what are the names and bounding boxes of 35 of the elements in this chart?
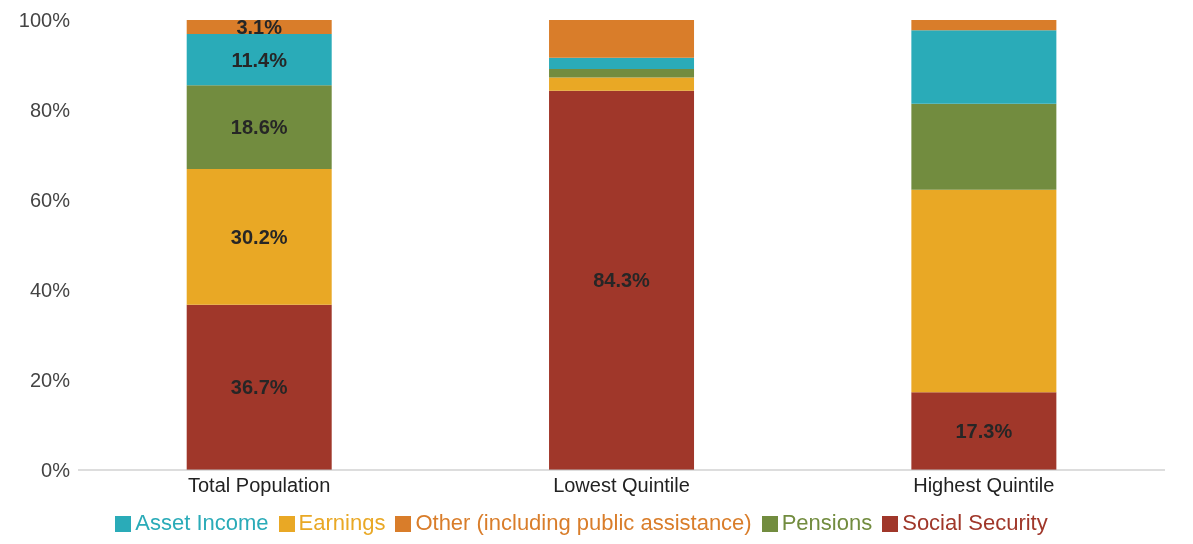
- bar: [549, 90, 695, 470]
- y-tick-label: 100%: [18, 9, 71, 32]
- data-label: 17.3%: [955, 420, 1013, 443]
- y-tick-label: 60%: [29, 189, 71, 212]
- bar: [186, 85, 332, 169]
- y-tick-label: 80%: [29, 99, 71, 122]
- data-label: 18.6%: [230, 116, 288, 139]
- bar: [911, 189, 1057, 393]
- bar: [549, 57, 695, 70]
- x-tick-label: Lowest Quintile: [553, 474, 690, 497]
- data-label: 3.1%: [236, 15, 283, 38]
- bar: [549, 77, 695, 91]
- y-tick-label: 20%: [29, 369, 71, 392]
- legend-label: Earnings: [298, 510, 386, 535]
- x-tick-label: Total Population: [188, 474, 331, 497]
- bar: [186, 168, 332, 305]
- bar: [911, 20, 1057, 31]
- bar: [911, 30, 1057, 104]
- bar: [186, 304, 332, 470]
- bar: [549, 69, 695, 78]
- data-label: 36.7%: [230, 376, 288, 399]
- y-tick-label: 0%: [41, 459, 71, 482]
- bar: [186, 33, 332, 86]
- data-label: 11.4%: [231, 48, 288, 71]
- data-label: 84.3%: [593, 269, 651, 292]
- data-label: 30.2%: [230, 225, 288, 248]
- y-tick-label: 40%: [29, 279, 71, 302]
- legend-label: Pensions: [781, 510, 873, 535]
- bar: [911, 392, 1057, 470]
- x-tick-label: Highest Quintile: [913, 474, 1055, 497]
- bar: [911, 103, 1057, 190]
- legend-label: Other (including public assistance): [415, 510, 752, 535]
- legend-label: Asset Income: [135, 510, 269, 535]
- legend-label: Social Security: [902, 510, 1048, 535]
- bar: [549, 20, 695, 58]
